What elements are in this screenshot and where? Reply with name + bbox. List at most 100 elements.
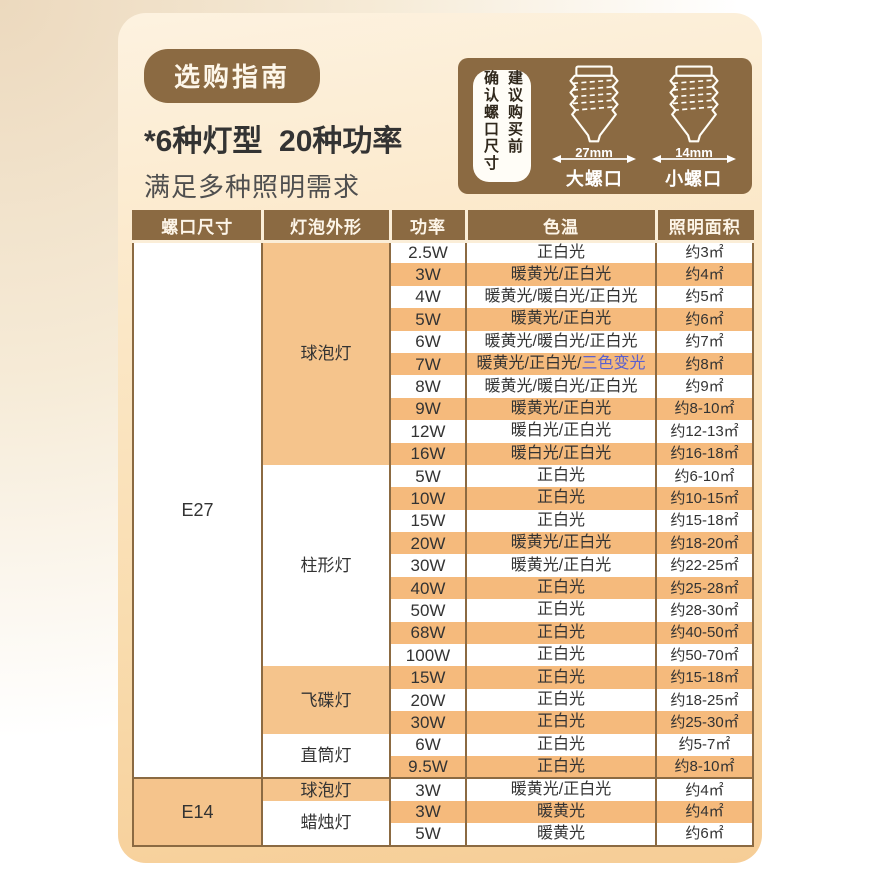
- area-cell: 约8-10㎡: [655, 755, 753, 779]
- large-screw-size: 27mm: [576, 146, 614, 160]
- table-row: 蜡烛灯 3W 暖黄光 约4㎡: [133, 800, 753, 846]
- area-cell: 约10-15㎡: [655, 487, 753, 510]
- small-screw-diagram: 14mm 小螺口: [651, 61, 737, 192]
- power-cell: 6W: [389, 733, 466, 756]
- table-row: 30W 正白光 约25-30㎡: [133, 711, 753, 734]
- color-temp-cell: 正白光: [465, 666, 656, 689]
- table-row: 6W 暖黄光/暖白光/正白光 约7㎡: [133, 330, 753, 353]
- screw-note-pill: 建议购买前 确认螺口尺寸: [473, 70, 531, 182]
- area-cell: 约4㎡: [655, 800, 753, 824]
- col-header-bulb-shape: 灯泡外形: [260, 211, 390, 243]
- table-row: E14 球泡灯 3W 暖黄光/正白光 约4㎡: [132, 777, 753, 846]
- color-temp-cell: 暖黄光/正白光: [465, 554, 656, 577]
- power-cell: 5W: [389, 464, 466, 488]
- power-cell: 30W: [389, 711, 466, 734]
- color-temp-cell: 正白光: [465, 509, 656, 533]
- color-temp-cell: 正白光: [465, 644, 656, 667]
- area-cell: 约6-10㎡: [655, 464, 753, 488]
- area-cell: 约18-25㎡: [655, 688, 753, 712]
- spec-table: 螺口尺寸 灯泡外形 功率 色温 照明面积 E27 球泡灯 2.5W 正白光 约3㎡ 3W 暖…: [132, 210, 754, 847]
- area-cell: 约16-18㎡: [655, 442, 753, 465]
- table-row: 飞碟灯 15W 正白光 约15-18㎡: [133, 666, 753, 734]
- area-cell: 约25-30㎡: [655, 711, 753, 734]
- power-cell: 68W: [389, 621, 466, 645]
- screw-base-icon: [669, 65, 719, 143]
- area-cell: 约12-13㎡: [655, 420, 753, 443]
- color-temp-cell: 正白光: [465, 755, 656, 779]
- power-cell: 3W: [389, 777, 466, 801]
- area-cell: 约50-70㎡: [655, 644, 753, 667]
- dimension-arrow: 14mm: [651, 146, 736, 163]
- area-cell: 约40-50㎡: [655, 621, 753, 645]
- area-cell: 约4㎡: [655, 263, 753, 286]
- power-cell: 15W: [389, 666, 466, 689]
- area-cell: 约3㎡: [655, 241, 753, 264]
- table-header-row: 螺口尺寸 灯泡外形 功率 色温 照明面积: [133, 211, 753, 243]
- table-row: 12W 暖白光/正白光 约12-13㎡: [133, 420, 753, 443]
- small-screw-size: 14mm: [675, 146, 713, 160]
- table-row: 3W 暖黄光/正白光 约4㎡: [133, 263, 753, 286]
- color-temp-cell: 正白光: [465, 688, 656, 712]
- area-cell: 约6㎡: [655, 823, 753, 846]
- table-row: 4W 暖黄光/暖白光/正白光 约5㎡: [133, 285, 753, 309]
- bulb-shape-cell: 球泡灯: [261, 777, 390, 801]
- col-header-screw-size: 螺口尺寸: [133, 211, 262, 243]
- col-header-power: 功率: [388, 211, 466, 243]
- area-cell: 约15-18㎡: [655, 509, 753, 533]
- screw-size-cell: E27: [132, 241, 262, 779]
- power-cell: 8W: [389, 375, 466, 398]
- table-row: 5W 暖黄光/正白光 约6㎡: [133, 308, 753, 331]
- color-temp-cell: 正白光: [465, 621, 656, 645]
- content-panel: 选购指南 *6种灯型 20种功率 满足多种照明需求 建议购买前 确认螺口尺寸: [118, 13, 762, 863]
- bulb-shape-cell: 球泡灯: [261, 241, 390, 465]
- area-cell: 约8-10㎡: [655, 397, 753, 421]
- power-cell: 3W: [389, 800, 466, 824]
- power-cell: 50W: [389, 599, 466, 622]
- table-row: 20W 正白光 约18-25㎡: [133, 688, 753, 712]
- table-row: 5W 暖黄光 约6㎡: [133, 823, 753, 846]
- screw-size-cell: E14: [132, 777, 262, 846]
- headline: *6种灯型 20种功率: [144, 125, 403, 158]
- color-temp-cell: 暖黄光/正白光: [465, 777, 656, 801]
- power-cell: 100W: [389, 644, 466, 667]
- color-temp-cell: 暖白光/正白光: [465, 442, 656, 465]
- power-cell: 7W: [389, 352, 466, 376]
- screw-note-text: 建议购买前 确认螺口尺寸: [478, 70, 526, 182]
- large-screw-label: 大螺口: [565, 169, 623, 189]
- color-temp-cell: 暖黄光/正白光: [465, 532, 656, 555]
- color-temp-cell: 暖黄光/正白光: [465, 397, 656, 421]
- table-row: 100W 正白光 约50-70㎡: [133, 644, 753, 667]
- color-temp-cell: 暖白光/正白光: [465, 420, 656, 443]
- color-temp-cell: 暖黄光/暖白光/正白光: [465, 375, 656, 398]
- title-block: 选购指南 *6种灯型 20种功率 满足多种照明需求: [144, 49, 402, 204]
- area-cell: 约6㎡: [655, 308, 753, 331]
- power-cell: 12W: [389, 420, 466, 443]
- col-header-area: 照明面积: [654, 211, 753, 243]
- table-row: 9.5W 正白光 约8-10㎡: [133, 755, 753, 779]
- table-row: 40W 正白光 约25-28㎡: [133, 576, 753, 600]
- color-temp-cell: 暖黄光/暖白光/正白光: [465, 285, 656, 309]
- power-cell: 20W: [389, 688, 466, 712]
- area-cell: 约22-25㎡: [655, 554, 753, 577]
- power-cell: 9W: [389, 397, 466, 421]
- power-cell: 30W: [389, 554, 466, 577]
- color-temp-cell: 正白光: [465, 576, 656, 600]
- table-row: 柱形灯 5W 正白光 约6-10㎡: [133, 464, 753, 667]
- color-temp-cell: 正白光: [465, 487, 656, 510]
- subheadline: 满足多种照明需求: [144, 172, 361, 202]
- color-temp-cell: 正白光: [465, 599, 656, 622]
- color-temp-cell: 正白光: [465, 733, 656, 756]
- color-temp-cell: 暖黄光/正白光: [465, 263, 656, 286]
- table-row: 30W 暖黄光/正白光 约22-25㎡: [133, 554, 753, 577]
- table-row: 68W 正白光 约40-50㎡: [133, 621, 753, 645]
- bulb-shape-cell: 蜡烛灯: [261, 800, 390, 846]
- table-row: 8W 暖黄光/暖白光/正白光 约9㎡: [133, 375, 753, 398]
- power-cell: 3W: [389, 263, 466, 286]
- power-cell: 16W: [389, 442, 466, 465]
- screw-note-line-1: 建议购买前: [506, 70, 523, 155]
- col-header-color-temp: 色温: [464, 211, 656, 243]
- screw-note-line-2: 确认螺口尺寸: [482, 70, 499, 172]
- area-cell: 约28-30㎡: [655, 599, 753, 622]
- area-cell: 约18-20㎡: [655, 532, 753, 555]
- power-cell: 5W: [389, 308, 466, 331]
